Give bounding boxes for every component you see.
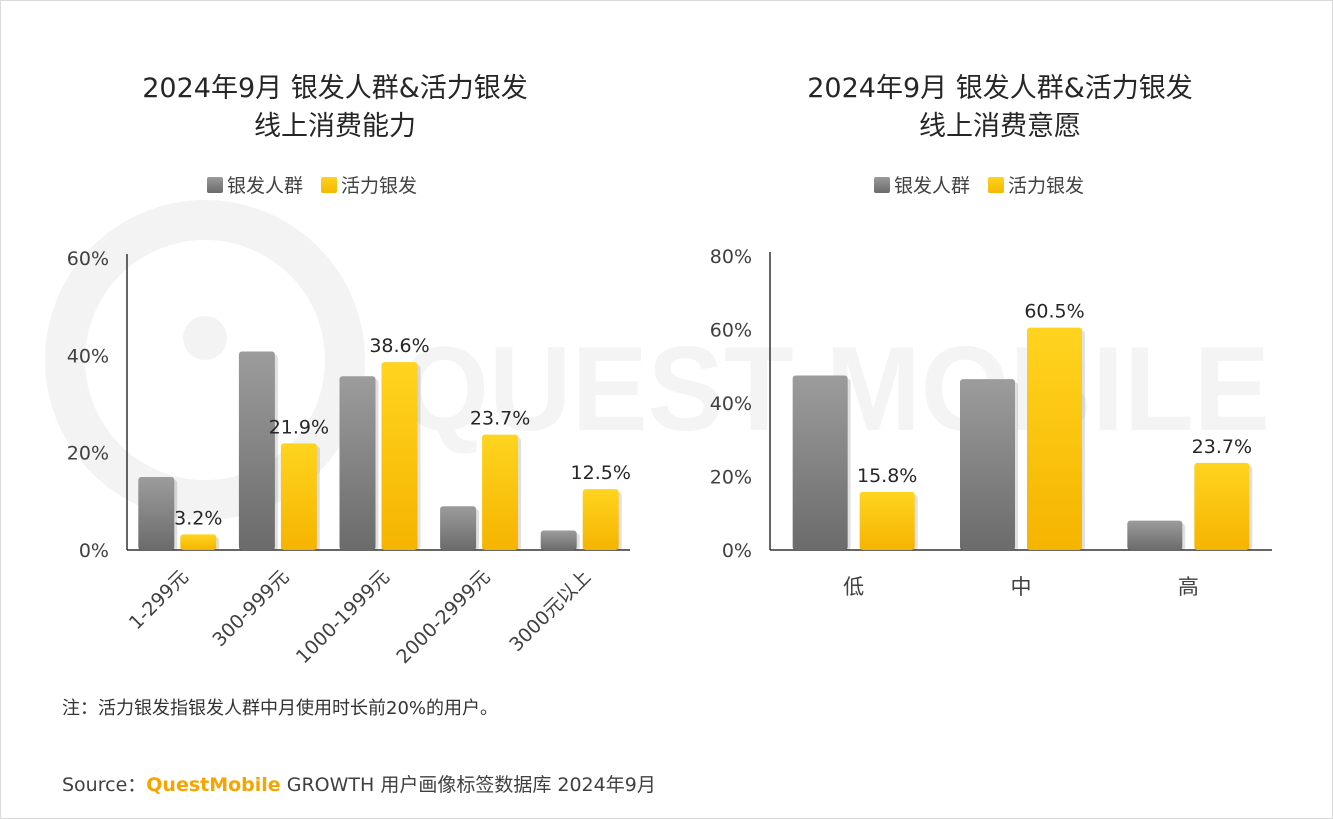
data-label: 23.7% — [1192, 436, 1252, 458]
legend-swatch-gray — [207, 176, 223, 193]
data-label: 23.7% — [470, 408, 530, 430]
y-tick-label: 40% — [67, 345, 109, 367]
legend-item-series1: 银发人群 — [874, 171, 970, 198]
y-tick-label: 60% — [67, 248, 109, 270]
data-label: 15.8% — [857, 465, 917, 487]
bar-series1 — [540, 530, 577, 550]
y-tick-label: 60% — [710, 320, 752, 342]
x-tick-label: 低 — [843, 575, 864, 599]
source-rest: GROWTH 用户画像标签数据库 2024年9月 — [280, 774, 656, 796]
bar-series1 — [960, 379, 1015, 550]
y-tick-label: 0% — [79, 540, 109, 562]
bar-series1 — [138, 477, 175, 550]
right-chart-title-line2: 线上消费意愿 — [919, 111, 1081, 142]
bar-series1 — [1127, 520, 1183, 550]
bar-series2 — [381, 362, 418, 550]
right-chart-title: 2024年9月 银发人群&活力银发 线上消费意愿 — [725, 70, 1275, 146]
bar-series1 — [339, 376, 376, 550]
left-chart-title: 2024年9月 银发人群&活力银发 线上消费能力 — [60, 70, 610, 146]
source-prefix: Source： — [62, 774, 147, 796]
left-chart-title-line2: 线上消费能力 — [254, 111, 416, 142]
legend-swatch-gold — [321, 176, 338, 193]
data-label: 3.2% — [174, 507, 222, 529]
data-label: 38.6% — [369, 335, 429, 357]
data-label: 60.5% — [1024, 301, 1084, 323]
bar-series2 — [1194, 462, 1250, 550]
y-tick-label: 80% — [710, 246, 752, 268]
bar-series1 — [792, 375, 848, 550]
y-tick-label: 20% — [710, 467, 752, 489]
legend-label-series2: 活力银发 — [341, 175, 418, 197]
source-brand: QuestMobile — [146, 774, 281, 796]
legend-label-series1: 银发人群 — [227, 175, 304, 197]
data-label: 12.5% — [571, 462, 631, 484]
source-line: Source：QuestMobile GROWTH 用户画像标签数据库 2024… — [62, 770, 656, 797]
bar-series2 — [180, 534, 217, 550]
bar-series2 — [482, 434, 519, 550]
y-tick-label: 40% — [710, 393, 752, 415]
legend-swatch-gold — [988, 176, 1005, 193]
x-tick-label: 高 — [1178, 575, 1199, 599]
bar-series2 — [1027, 327, 1082, 550]
bar-series2 — [582, 489, 619, 550]
legend-swatch-gray — [874, 176, 890, 193]
legend-item-series2: 活力银发 — [988, 171, 1084, 198]
data-label: 21.9% — [269, 416, 329, 438]
footnote: 注：活力银发指银发人群中月使用时长前20%的用户。 — [62, 698, 499, 719]
bar-series1 — [440, 506, 477, 550]
right-chart-legend: 银发人群 活力银发 — [874, 171, 1102, 198]
bar-series2 — [859, 491, 915, 550]
y-tick-label: 20% — [67, 443, 109, 465]
legend-item-series2: 活力银发 — [321, 171, 417, 198]
right-chart-title-line1: 2024年9月 银发人群&活力银发 — [807, 73, 1193, 104]
bar-series2 — [280, 443, 317, 550]
legend-label-series2: 活力银发 — [1008, 175, 1085, 197]
left-chart-title-line1: 2024年9月 银发人群&活力银发 — [142, 73, 528, 104]
bar-series1 — [238, 351, 275, 550]
legend-item-series1: 银发人群 — [207, 171, 303, 198]
x-tick-label: 中 — [1011, 575, 1032, 599]
legend-label-series1: 银发人群 — [894, 175, 971, 197]
y-tick-label: 0% — [722, 540, 752, 562]
left-chart-legend: 银发人群 活力银发 — [207, 171, 435, 198]
